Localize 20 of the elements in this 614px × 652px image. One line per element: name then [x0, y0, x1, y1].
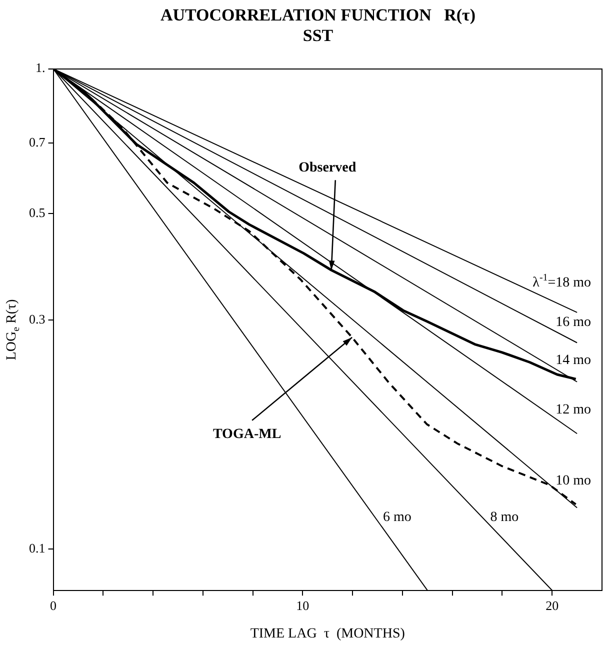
chart-title: AUTOCORRELATION FUNCTION R(τ)	[160, 6, 476, 25]
y-tick-label: 0.5	[29, 204, 46, 220]
y-tick-label: 0.1	[29, 540, 46, 556]
y-tick-label: 0.3	[29, 311, 46, 326]
series-label: 6 mo	[383, 510, 412, 525]
x-tick-label: 20	[546, 598, 559, 613]
x-tick-label: 0	[50, 598, 56, 613]
series-label: 14 mo	[556, 352, 592, 368]
x-axis-title: TIME LAG τ (MONTHS)	[250, 626, 406, 642]
series-label: 10 mo	[556, 473, 592, 488]
y-tick-label: 1.	[36, 60, 46, 76]
y-tick-label: 0.7	[29, 134, 46, 150]
x-tick-label: 10	[296, 598, 310, 613]
y-axis-title: LOGe R(τ)	[4, 298, 22, 360]
chart-subtitle: SST	[302, 26, 334, 45]
series-label: 8 mo	[490, 510, 519, 525]
series-label: 16 mo	[556, 315, 592, 330]
annotation: Observed	[298, 160, 356, 176]
series-label: 12 mo	[556, 402, 592, 418]
annotation: TOGA-ML	[212, 426, 282, 442]
